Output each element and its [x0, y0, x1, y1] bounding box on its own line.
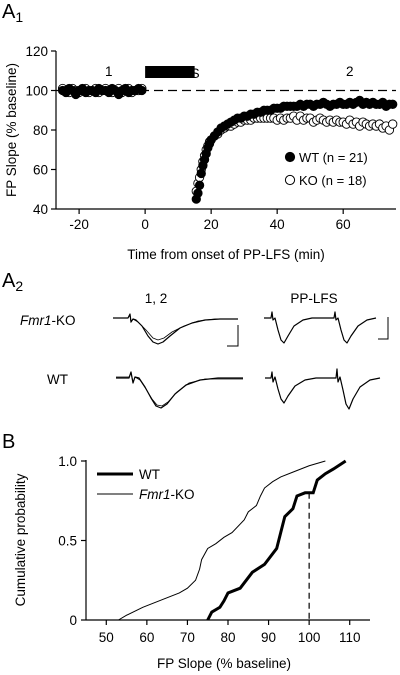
- a2-traces: 1, 2 PP-LFS Fmr1-KO WT: [20, 291, 389, 410]
- a1-legend-ko-marker: [284, 174, 296, 186]
- a1-y-axis-label: FP Slope (% baseline): [4, 63, 19, 197]
- b-series-wt-line: [206, 459, 347, 621]
- b-y-tick-label: 0: [69, 613, 77, 628]
- b-legend-wt-label: WT: [139, 467, 160, 482]
- a1-x-tick-label: 20: [204, 217, 219, 232]
- b-x-tick-label: 90: [261, 630, 276, 645]
- a1-y-tick-label: 100: [25, 84, 48, 99]
- a2-row-label-wt: WT: [47, 372, 68, 387]
- a2-ko-trace-pplfs: [264, 311, 377, 344]
- b-y-tick-label: 0.5: [58, 534, 77, 549]
- b-x-tick-label: 60: [139, 630, 154, 645]
- a1-legend-wt-label: WT (n = 21): [299, 150, 368, 165]
- a1-point-wt: [193, 188, 203, 198]
- a2-ko-trace-2: [113, 313, 238, 341]
- a1-annotation-2: 2: [346, 64, 354, 79]
- a1-legend-wt-marker: [284, 151, 296, 163]
- a1-points-group: [57, 83, 398, 204]
- panel-a1-label: A1: [2, 1, 23, 25]
- b-y-tick-label: 1.0: [58, 454, 77, 469]
- a1-x-tick-label: 40: [270, 217, 285, 232]
- a1-point-wt: [194, 180, 205, 190]
- a2-col-label-right: PP-LFS: [290, 291, 337, 306]
- b-x-tick-label: 50: [99, 630, 114, 645]
- a2-wt-trace-pplfs: [265, 368, 381, 410]
- a2-col-label-left: 1, 2: [145, 291, 168, 306]
- a2-ko-scale-bar-left: [227, 325, 239, 347]
- b-y-ticks: 0 0.5 1.0: [58, 454, 86, 628]
- a1-point-wt: [137, 85, 147, 96]
- a1-y-tick-label: 60: [33, 163, 48, 178]
- b-x-tick-label: 110: [339, 630, 361, 645]
- a1-y-tick-label: 120: [25, 44, 48, 59]
- b-x-tick-label: 80: [220, 630, 235, 645]
- a1-legend-ko-label: KO (n = 18): [299, 173, 367, 188]
- a1-y-ticks: 40 60 80 100 120: [25, 44, 56, 217]
- a1-annotation-1: 1: [105, 64, 113, 79]
- a1-x-axis-label: Time from onset of PP-LFS (min): [127, 247, 325, 262]
- a2-wt-trace-2: [116, 371, 243, 407]
- a2-ko-trace-1: [113, 313, 238, 345]
- a1-y-tick-label: 80: [33, 123, 48, 138]
- panel-a2-label: A2: [2, 270, 23, 294]
- panel-b-label: B: [2, 431, 15, 453]
- a2-ko-scale-bar-right: [378, 317, 389, 340]
- a1-point-wt: [388, 99, 398, 109]
- a1-stimulus-bar: [145, 66, 195, 78]
- a1-x-tick-label: -20: [69, 217, 89, 232]
- b-x-tick-label: 100: [298, 630, 321, 645]
- a1-point-ko: [388, 119, 398, 129]
- b-legend-ko-label: Fmr1-KO: [139, 487, 195, 502]
- b-chart: 50 60 70 80 90 100 110 0 0.5 1.0 FP Slope (% bas…: [13, 454, 370, 671]
- b-series-ko-line: [118, 460, 326, 621]
- a2-row-label-ko: Fmr1-KO: [20, 313, 76, 328]
- b-x-ticks: 50 60 70 80 90 100 110: [99, 620, 361, 645]
- a1-point-wt: [196, 168, 206, 179]
- b-x-tick-label: 70: [180, 630, 195, 645]
- a1-x-ticks: -20 0 20 40 60: [69, 209, 351, 232]
- b-y-axis-label: Cumulative probability: [13, 473, 28, 606]
- a1-x-tick-label: 0: [141, 217, 149, 232]
- b-x-axis-label: FP Slope (% baseline): [157, 656, 291, 671]
- a1-y-tick-label: 40: [33, 202, 48, 217]
- a1-x-tick-label: 60: [336, 217, 351, 232]
